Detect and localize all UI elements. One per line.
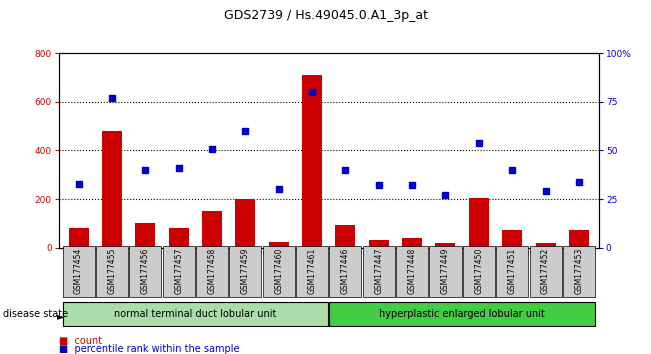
Point [273,187,284,192]
Bar [269,242,289,248]
Bar [363,246,395,297]
Text: GSM177461: GSM177461 [307,248,316,294]
Point [440,193,450,198]
Bar [102,131,122,248]
Bar [296,246,328,297]
Text: GDS2739 / Hs.49045.0.A1_3p_at: GDS2739 / Hs.49045.0.A1_3p_at [223,9,428,22]
Text: GSM177450: GSM177450 [475,248,483,295]
Text: ►: ► [57,311,65,321]
Bar [430,246,462,297]
Bar [368,240,389,248]
Bar [229,246,262,297]
Bar [135,223,156,248]
Text: disease state: disease state [3,309,68,319]
Point [474,140,484,145]
Bar [496,246,528,297]
Bar [563,246,595,297]
Text: GSM177449: GSM177449 [441,248,450,295]
Text: GSM177456: GSM177456 [141,248,150,295]
Bar [130,246,161,297]
Text: GSM177451: GSM177451 [508,248,517,294]
Text: GSM177453: GSM177453 [574,248,583,295]
Bar [529,246,562,297]
Point [140,167,150,173]
Text: GSM177452: GSM177452 [541,248,550,294]
Point [74,181,84,186]
Bar [263,246,295,297]
Point [507,167,518,173]
Bar [68,228,89,248]
Bar [62,302,328,326]
Point [374,183,384,188]
Bar [569,229,589,248]
Point [307,89,317,95]
Text: GSM177447: GSM177447 [374,248,383,295]
Point [540,188,551,194]
Bar [502,229,522,248]
Bar [469,198,489,248]
Bar [96,246,128,297]
Bar [202,211,222,248]
Bar [236,199,255,248]
Point [574,179,584,184]
Text: ■  count: ■ count [59,336,102,346]
Bar [536,243,555,248]
Text: GSM177460: GSM177460 [274,248,283,295]
Point [340,167,351,173]
Point [240,128,251,134]
Bar [329,302,595,326]
Bar [396,246,428,297]
Bar [196,246,228,297]
Text: GSM177459: GSM177459 [241,248,250,295]
Point [173,165,184,171]
Bar [335,225,355,248]
Bar [402,238,422,248]
Text: hyperplastic enlarged lobular unit: hyperplastic enlarged lobular unit [380,309,545,319]
Bar [436,243,456,248]
Text: normal terminal duct lobular unit: normal terminal duct lobular unit [114,309,277,319]
Point [407,183,417,188]
Bar [302,75,322,248]
Bar [169,228,189,248]
Text: GSM177458: GSM177458 [208,248,217,294]
Text: ■  percentile rank within the sample: ■ percentile rank within the sample [59,344,239,354]
Bar [463,246,495,297]
Bar [62,246,94,297]
Point [207,146,217,152]
Text: GSM177454: GSM177454 [74,248,83,295]
Text: GSM177448: GSM177448 [408,248,417,294]
Bar [163,246,195,297]
Text: GSM177455: GSM177455 [107,248,117,295]
Bar [329,246,361,297]
Text: GSM177446: GSM177446 [341,248,350,295]
Text: GSM177457: GSM177457 [174,248,183,295]
Point [107,95,117,101]
